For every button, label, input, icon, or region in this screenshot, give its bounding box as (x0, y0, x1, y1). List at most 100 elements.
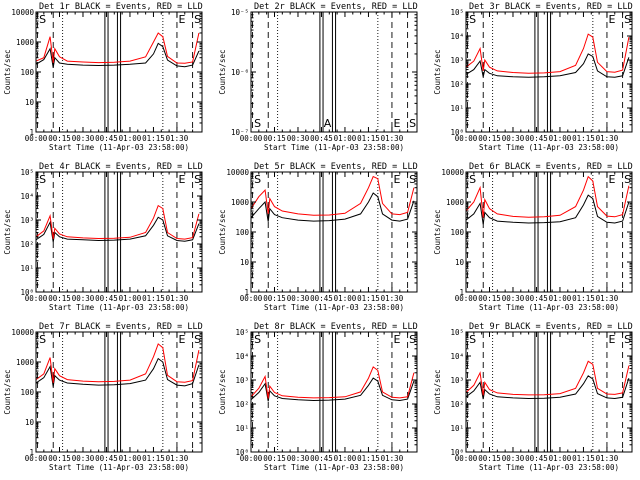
panel-title: Det 9r BLACK = Events, RED = LLD (469, 322, 633, 332)
lld-series-line (250, 175, 415, 216)
x-tick-label: 00:45 (525, 294, 548, 303)
x-axis-label: Start Time (11-Apr-03 23:58:00) (264, 143, 404, 152)
y-tick-label: 10¹ (20, 264, 34, 273)
x-tick-label: 01:15 (357, 134, 380, 143)
y-tick-label: 10 (240, 258, 250, 267)
x-tick-label: 00:15 (48, 454, 71, 463)
y-tick-label: 1000 (231, 198, 250, 207)
events-series-line (250, 377, 415, 402)
x-tick-label: 00:00 (25, 454, 48, 463)
y-tick-label: 10⁻⁶ (231, 68, 249, 77)
x-tick-label: 01:15 (572, 294, 595, 303)
y-tick-label: 10⁴ (450, 352, 464, 361)
x-tick-label: 01:15 (142, 134, 165, 143)
x-axis-label: Start Time (11-Apr-03 23:58:00) (479, 463, 619, 472)
lld-series-line (250, 366, 415, 399)
panel-title: Det 4r BLACK = Events, RED = LLD (39, 162, 203, 172)
events-series-line (465, 194, 630, 225)
x-tick-label: 00:30 (502, 134, 525, 143)
marker-letter-e: E (393, 333, 400, 346)
y-axis-label: Counts/sec (433, 209, 442, 254)
y-tick-label: 1 (29, 448, 34, 457)
y-tick-label: 10⁴ (20, 192, 34, 201)
marker-letter-e: E (608, 13, 615, 26)
x-tick-label: 00:15 (478, 134, 501, 143)
x-tick-label: 01:15 (357, 454, 380, 463)
panel-title: Det 1r BLACK = Events, RED = LLD (39, 2, 203, 12)
y-tick-label: 100 (235, 228, 249, 237)
y-axis-label: Counts/sec (433, 369, 442, 414)
x-tick-label: 00:45 (310, 134, 333, 143)
events-series-line (35, 357, 200, 387)
marker-letter-s: S (39, 13, 46, 26)
events-series-line (465, 375, 630, 400)
marker-letter-e: E (393, 117, 400, 130)
lld-series-line (465, 33, 630, 74)
x-tick-label: 00:45 (95, 294, 118, 303)
x-tick-label: 00:15 (263, 454, 286, 463)
y-tick-label: 10⁻⁷ (231, 128, 249, 137)
y-axis-label: Counts/sec (218, 369, 227, 414)
y-axis-label: Counts/sec (218, 209, 227, 254)
x-tick-label: 00:00 (455, 454, 478, 463)
marker-letter-a: A (324, 117, 332, 130)
x-tick-label: 00:45 (310, 294, 333, 303)
y-axis-label: Counts/sec (3, 209, 12, 254)
x-tick-label: 00:15 (478, 454, 501, 463)
marker-letter-s: S (39, 333, 46, 346)
x-tick-label: 01:30 (596, 454, 619, 463)
y-tick-label: 10⁰ (450, 448, 464, 457)
marker-letter-e: E (393, 173, 400, 186)
marker-letter-s: S (409, 173, 416, 186)
plot-frame (35, 171, 203, 293)
y-tick-label: 10¹ (450, 424, 464, 433)
y-tick-label: 1 (459, 288, 464, 297)
y-tick-label: 10000 (441, 168, 464, 177)
y-tick-label: 100 (20, 388, 34, 397)
lld-series-line (35, 343, 200, 384)
y-tick-label: 100 (20, 68, 34, 77)
panel-title: Det 2r BLACK = Events, RED = LLD (254, 2, 418, 12)
x-tick-label: 01:15 (142, 454, 165, 463)
y-tick-label: 10¹ (450, 104, 464, 113)
x-tick-label: 00:15 (48, 294, 71, 303)
x-tick-label: 01:15 (572, 134, 595, 143)
y-tick-label: 10 (25, 98, 35, 107)
y-tick-label: 10³ (450, 376, 464, 385)
x-tick-label: 00:45 (525, 134, 548, 143)
y-axis-label: Counts/sec (3, 369, 12, 414)
marker-letter-s: S (624, 13, 631, 26)
x-tick-label: 00:15 (263, 134, 286, 143)
y-tick-label: 10² (235, 400, 249, 409)
plot-frame (465, 11, 633, 133)
x-tick-label: 00:30 (72, 294, 95, 303)
x-tick-label: 00:30 (287, 294, 310, 303)
x-tick-label: 00:30 (502, 454, 525, 463)
panel-title: Det 8r BLACK = Events, RED = LLD (254, 322, 418, 332)
panel-title: Det 7r BLACK = Events, RED = LLD (39, 322, 203, 332)
y-tick-label: 10² (20, 240, 34, 249)
x-tick-label: 00:15 (263, 294, 286, 303)
marker-letter-s: S (409, 117, 416, 130)
panel-title: Det 3r BLACK = Events, RED = LLD (469, 2, 633, 12)
x-tick-label: 01:15 (572, 454, 595, 463)
x-tick-label: 01:15 (142, 294, 165, 303)
x-tick-label: 01:30 (381, 134, 404, 143)
x-tick-label: 00:15 (48, 134, 71, 143)
marker-letter-s: S (469, 333, 476, 346)
x-tick-label: 01:30 (596, 294, 619, 303)
marker-letter-e: E (608, 173, 615, 186)
x-axis-label: Start Time (11-Apr-03 23:58:00) (479, 303, 619, 312)
x-tick-label: 01:00 (334, 454, 357, 463)
y-tick-label: 10⁴ (450, 32, 464, 41)
marker-letter-s: S (624, 333, 631, 346)
x-tick-label: 00:30 (287, 454, 310, 463)
y-tick-label: 100 (450, 228, 464, 237)
x-tick-label: 00:45 (525, 454, 548, 463)
x-axis-label: Start Time (11-Apr-03 23:58:00) (264, 463, 404, 472)
